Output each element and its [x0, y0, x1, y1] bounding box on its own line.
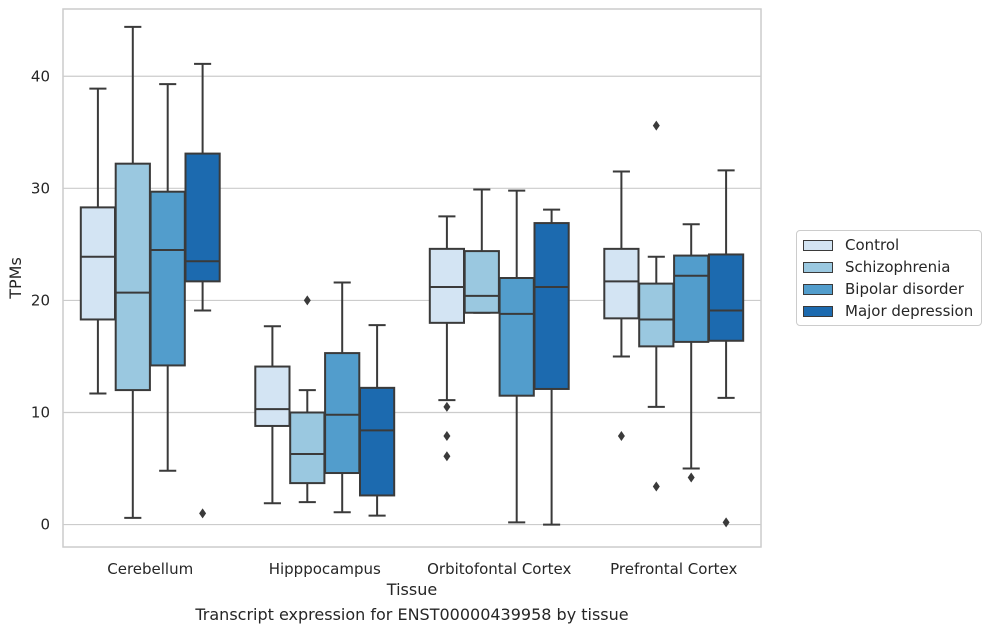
box-0-2-outlier-2: [443, 451, 451, 462]
legend-item-major-depression: Major depression: [803, 301, 973, 321]
box-3-1-iqr-box: [358, 386, 396, 497]
y-tick-label-30: 30: [31, 179, 50, 197]
x-tick-label-3: Prefrontal Cortex: [610, 560, 737, 578]
y-tick-labels: 0 10 20 30 40: [31, 67, 50, 533]
y-axis-label: TPMs: [6, 257, 25, 300]
legend-label-control: Control: [845, 236, 900, 254]
x-tick-label-2: Orbitofontal Cortex: [427, 560, 571, 578]
box-0-3-iqr-box: [603, 247, 640, 320]
legend: Control Schizophrenia Bipolar disorder M…: [796, 230, 982, 326]
box-1-3-outlier-1: [652, 481, 660, 492]
box-3-3-outlier-0: [722, 517, 730, 528]
legend-label-bipolar-disorder: Bipolar disorder: [845, 280, 964, 298]
boxes: [79, 25, 745, 528]
box-3-3-iqr-box: [707, 253, 745, 342]
box-0-2-iqr-box: [428, 247, 466, 324]
legend-swatch-major-depression: [803, 305, 833, 317]
legend-label-major-depression: Major depression: [845, 302, 974, 320]
box-1-0-iqr-box: [114, 162, 151, 392]
y-tick-label-40: 40: [31, 67, 50, 85]
box-2-2-iqr-box: [498, 277, 535, 397]
legend-item-control: Control: [803, 235, 899, 255]
legend-swatch-schizophrenia: [803, 261, 833, 273]
box-1-1-outlier-0: [303, 295, 311, 306]
legend-swatch-control: [803, 239, 833, 251]
box-1-3-outlier-0: [652, 120, 660, 131]
legend-item-bipolar-disorder: Bipolar disorder: [803, 279, 964, 299]
box-2-0-iqr-box: [149, 190, 186, 367]
plot-frame: [62, 8, 762, 548]
x-tick-label-0: Cerebellum: [107, 560, 193, 578]
legend-item-schizophrenia: Schizophrenia: [803, 257, 950, 277]
box-0-1-iqr-box: [254, 365, 291, 427]
box-0-3-outlier-0: [617, 431, 625, 442]
box-1-3-iqr-box: [638, 282, 675, 348]
box-3-0-outlier-0: [199, 508, 207, 519]
box-2-1-iqr-box: [324, 352, 361, 475]
box-2-3-iqr-box: [673, 254, 710, 343]
y-tick-label-0: 0: [40, 516, 50, 534]
box-2-3-outlier-0: [687, 472, 695, 483]
box-0-0-iqr-box: [79, 206, 117, 321]
y-tick-label-20: 20: [31, 291, 50, 309]
x-axis-label: Tissue: [386, 580, 437, 599]
y-tick-label-10: 10: [31, 404, 50, 422]
box-1-2-iqr-box: [463, 250, 500, 314]
chart-caption: Transcript expression for ENST0000043995…: [195, 605, 629, 624]
box-3-0-iqr-box: [184, 152, 221, 283]
x-tick-label-1: Hipppocampus: [269, 560, 381, 578]
x-tick-labels: Cerebellum Hipppocampus Orbitofontal Corte…: [107, 560, 737, 578]
box-1-1-iqr-box: [289, 411, 326, 485]
box-0-2-outlier-1: [443, 431, 451, 442]
legend-swatch-bipolar-disorder: [803, 283, 833, 295]
box-3-2-iqr-box: [533, 222, 570, 390]
legend-label-schizophrenia: Schizophrenia: [845, 258, 951, 276]
box-0-2-outlier-0: [443, 401, 451, 412]
